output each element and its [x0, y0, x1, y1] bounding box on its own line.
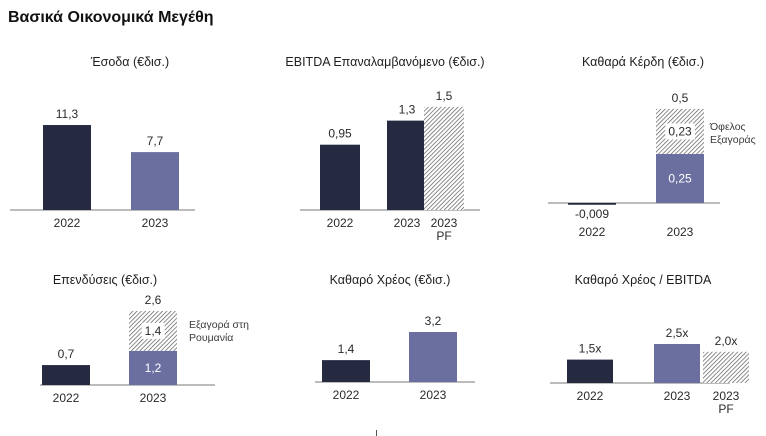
category-label: 2023	[431, 216, 458, 230]
chart-title: Επενδύσεις (€δισ.)	[52, 273, 158, 287]
bar	[322, 360, 370, 382]
category-label: 2023	[667, 225, 694, 239]
chart-svg: 11,3 2022 7,7 2023	[10, 107, 195, 230]
bar	[409, 332, 457, 382]
bar-value-label: 2,0x	[715, 334, 738, 348]
bar	[703, 351, 749, 383]
category-label: 2023	[394, 216, 421, 230]
annotation-text: Όφελος	[709, 121, 746, 133]
category-label: 2023	[664, 389, 691, 403]
bar	[424, 106, 464, 210]
category-label: 2022	[53, 391, 80, 405]
bar-value-label: -0,009	[575, 207, 609, 221]
chart-investments: Επενδύσεις (€δισ.) 0,7 2022 1,2 1,4 2,6 2023 Ε…	[10, 268, 260, 418]
segment-label: 0,23	[668, 124, 692, 138]
annotation-text: Εξαγοράς	[710, 134, 756, 146]
bar-value-label: 1,3	[399, 103, 416, 117]
bar-value-label: 0,5	[672, 91, 689, 105]
annotation-text: Εξαγορά στη	[189, 319, 249, 331]
bar-value-label: 1,5	[436, 89, 453, 103]
footer-tick	[376, 430, 377, 436]
category-label: 2023	[713, 389, 740, 403]
bar-value-label: 0,95	[328, 127, 352, 141]
segment-label: 1,2	[145, 361, 162, 375]
bar	[42, 365, 90, 385]
segment-label-bg	[141, 322, 165, 339]
bar-value-label: 2,5x	[666, 326, 689, 340]
category-label: 2022	[577, 389, 604, 403]
bar-value-label: 1,5x	[579, 342, 602, 356]
bar	[320, 144, 360, 210]
chart-revenue: Έσοδα (€δισ.) 11,3 2022 7,7 2023	[10, 50, 250, 250]
bar	[387, 120, 427, 210]
bar-value-label: 3,2	[425, 314, 442, 328]
annotation-text: Ρουμανία	[189, 332, 233, 344]
bar-value-label: 1,4	[338, 342, 355, 356]
chart-net-debt: Καθαρό Χρέος (€δισ.) 1,4 2022 3,2 2023	[270, 268, 510, 418]
category-label: 2023	[140, 391, 167, 405]
category-label: 2023	[142, 216, 169, 230]
chart-title: Καθαρά Κέρδη (€δισ.)	[581, 55, 704, 69]
bar	[129, 350, 177, 385]
bar	[656, 154, 704, 203]
bar-value-label: 2,6	[145, 293, 162, 307]
category-label: 2022	[579, 225, 606, 239]
category-label: PF	[718, 402, 733, 416]
category-label: 2023	[420, 388, 447, 402]
chart-title: Έσοδα (€δισ.)	[90, 55, 170, 69]
page-title: Βασικά Οικονομικά Μεγέθη	[8, 9, 214, 26]
segment-label-bg	[665, 123, 696, 140]
chart-title: Καθαρό Χρέος (€δισ.)	[329, 273, 451, 287]
bar	[654, 344, 700, 383]
bar-value-label: 11,3	[56, 107, 79, 121]
chart-svg: 1,4 2022 3,2 2023	[315, 314, 475, 402]
category-label: 2022	[54, 216, 81, 230]
category-label: 2022	[333, 388, 360, 402]
segment-label: 1,4	[145, 324, 162, 338]
bar-value-label: 7,7	[147, 134, 164, 148]
chart-net-profit: Καθαρά Κέρδη (€δισ.) -0,009 2022 0,25 0,23 0…	[520, 50, 766, 250]
chart-title: Καθαρό Χρέος / EBITDA	[574, 273, 712, 287]
bar	[568, 203, 616, 205]
category-label: 2022	[327, 216, 354, 230]
chart-ebitda: EBITDA Επαναλαμβανόμενο (€δισ.) 0,95 2022…	[260, 50, 510, 250]
bar-value-label: 0,7	[58, 347, 75, 361]
chart-net-debt-ebitda: Καθαρό Χρέος / EBITDA 1,5x 2022 2,5x 2023 2,…	[520, 268, 766, 418]
chart-title: EBITDA Επαναλαμβανόμενο (€δισ.)	[285, 55, 485, 69]
bar	[131, 152, 179, 210]
bar	[43, 125, 91, 210]
segment-label: 0,25	[668, 172, 692, 186]
category-label: PF	[436, 229, 451, 243]
bar	[567, 359, 613, 383]
